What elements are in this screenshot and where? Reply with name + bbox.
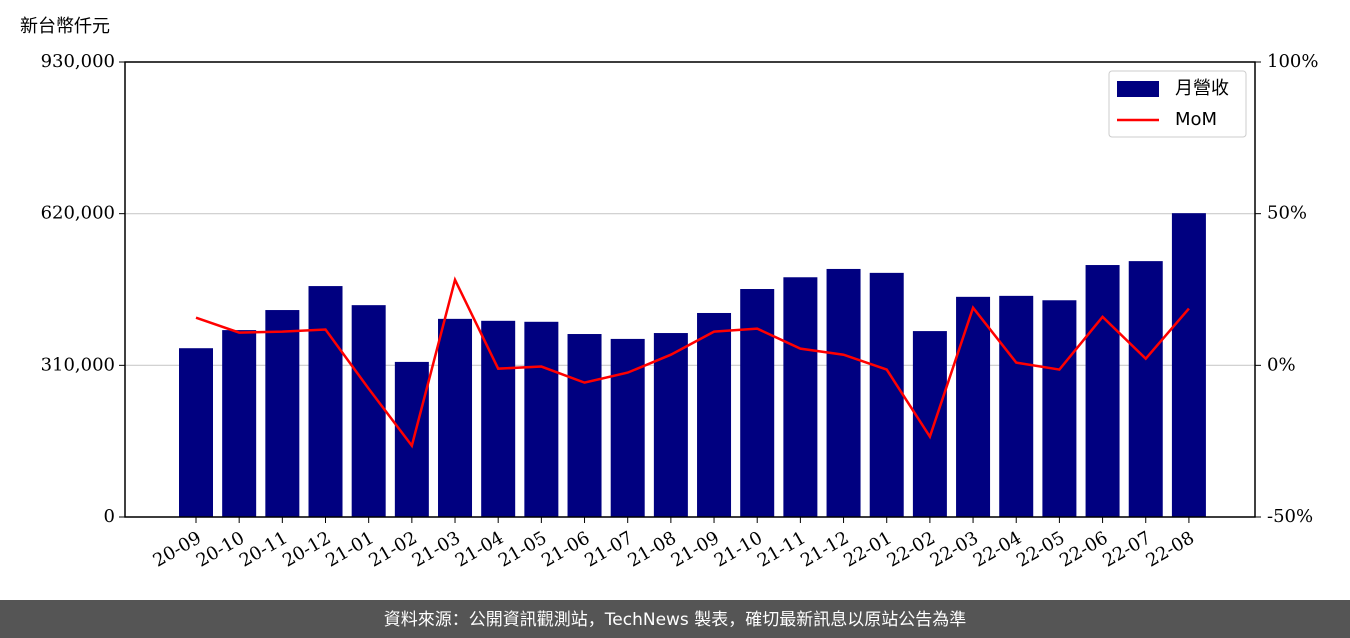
bar [869, 272, 904, 517]
bar [1042, 300, 1077, 517]
bar [653, 333, 688, 517]
x-tick-label: 20-09 [150, 527, 205, 571]
x-tick-label: 21-03 [409, 527, 464, 571]
y-tick-label: 0 [104, 506, 115, 527]
bar [826, 268, 861, 517]
y-tick-label: 310,000 [41, 354, 115, 375]
x-tick-label: 21-09 [668, 527, 723, 571]
x-tick-label: 21-12 [797, 527, 852, 571]
x-tick-label: 21-01 [322, 527, 377, 571]
bar [481, 320, 516, 517]
plot-frame [124, 61, 1256, 518]
x-tick-label: 21-05 [495, 527, 550, 571]
bar [351, 305, 386, 517]
x-tick-label: 20-11 [236, 527, 291, 571]
y-axis-label: 新台幣仟元 [20, 16, 110, 37]
bar [438, 318, 473, 517]
bar [999, 295, 1034, 517]
bar [394, 361, 429, 517]
x-tick-label: 21-10 [711, 527, 766, 571]
footer-source: 資料來源：公開資訊觀測站，TechNews 製表，確切最新訊息以原站公告為準 [384, 610, 966, 630]
legend-swatch [1117, 81, 1159, 97]
x-tick-label: 22-06 [1056, 527, 1111, 571]
x-tick-label: 22-04 [970, 527, 1025, 571]
legend-label: MoM [1175, 109, 1217, 130]
bar [1085, 265, 1120, 517]
bar [1128, 261, 1163, 517]
x-tick-label: 21-11 [754, 527, 809, 571]
bar [308, 286, 343, 517]
bar [912, 331, 947, 517]
x-tick-label: 21-02 [365, 527, 420, 571]
bar [1171, 213, 1206, 517]
x-tick-label: 21-06 [538, 527, 593, 571]
y2-tick-label: 50% [1267, 203, 1307, 224]
bar [956, 296, 991, 517]
x-tick-label: 20-12 [279, 527, 334, 571]
x-tick-label: 22-03 [927, 527, 982, 571]
y2-tick-label: 0% [1267, 354, 1296, 375]
bar [222, 330, 257, 517]
bar [610, 338, 645, 517]
bar [740, 289, 775, 517]
x-tick-label: 21-07 [581, 527, 636, 571]
x-tick-label: 22-07 [1099, 527, 1154, 571]
bar [783, 277, 818, 517]
x-tick-label: 22-05 [1013, 527, 1068, 571]
bar [265, 310, 300, 517]
bar [567, 334, 602, 517]
legend-label: 月營收 [1175, 78, 1229, 99]
y2-tick-label: -50% [1267, 506, 1313, 527]
x-tick-label: 20-10 [193, 527, 248, 571]
bar [524, 321, 559, 517]
x-tick-label: 22-02 [883, 527, 938, 571]
y-tick-label: 930,000 [41, 51, 115, 72]
footer-bar [0, 600, 1350, 638]
bar [697, 312, 732, 517]
mom-line [195, 276, 1190, 449]
bar [179, 348, 213, 517]
y2-tick-label: 100% [1267, 51, 1318, 72]
x-tick-label: 22-08 [1142, 527, 1197, 571]
x-tick-label: 22-01 [840, 527, 895, 571]
y-tick-label: 620,000 [41, 203, 115, 224]
x-tick-label: 21-04 [452, 527, 507, 571]
x-tick-label: 21-08 [624, 527, 679, 571]
